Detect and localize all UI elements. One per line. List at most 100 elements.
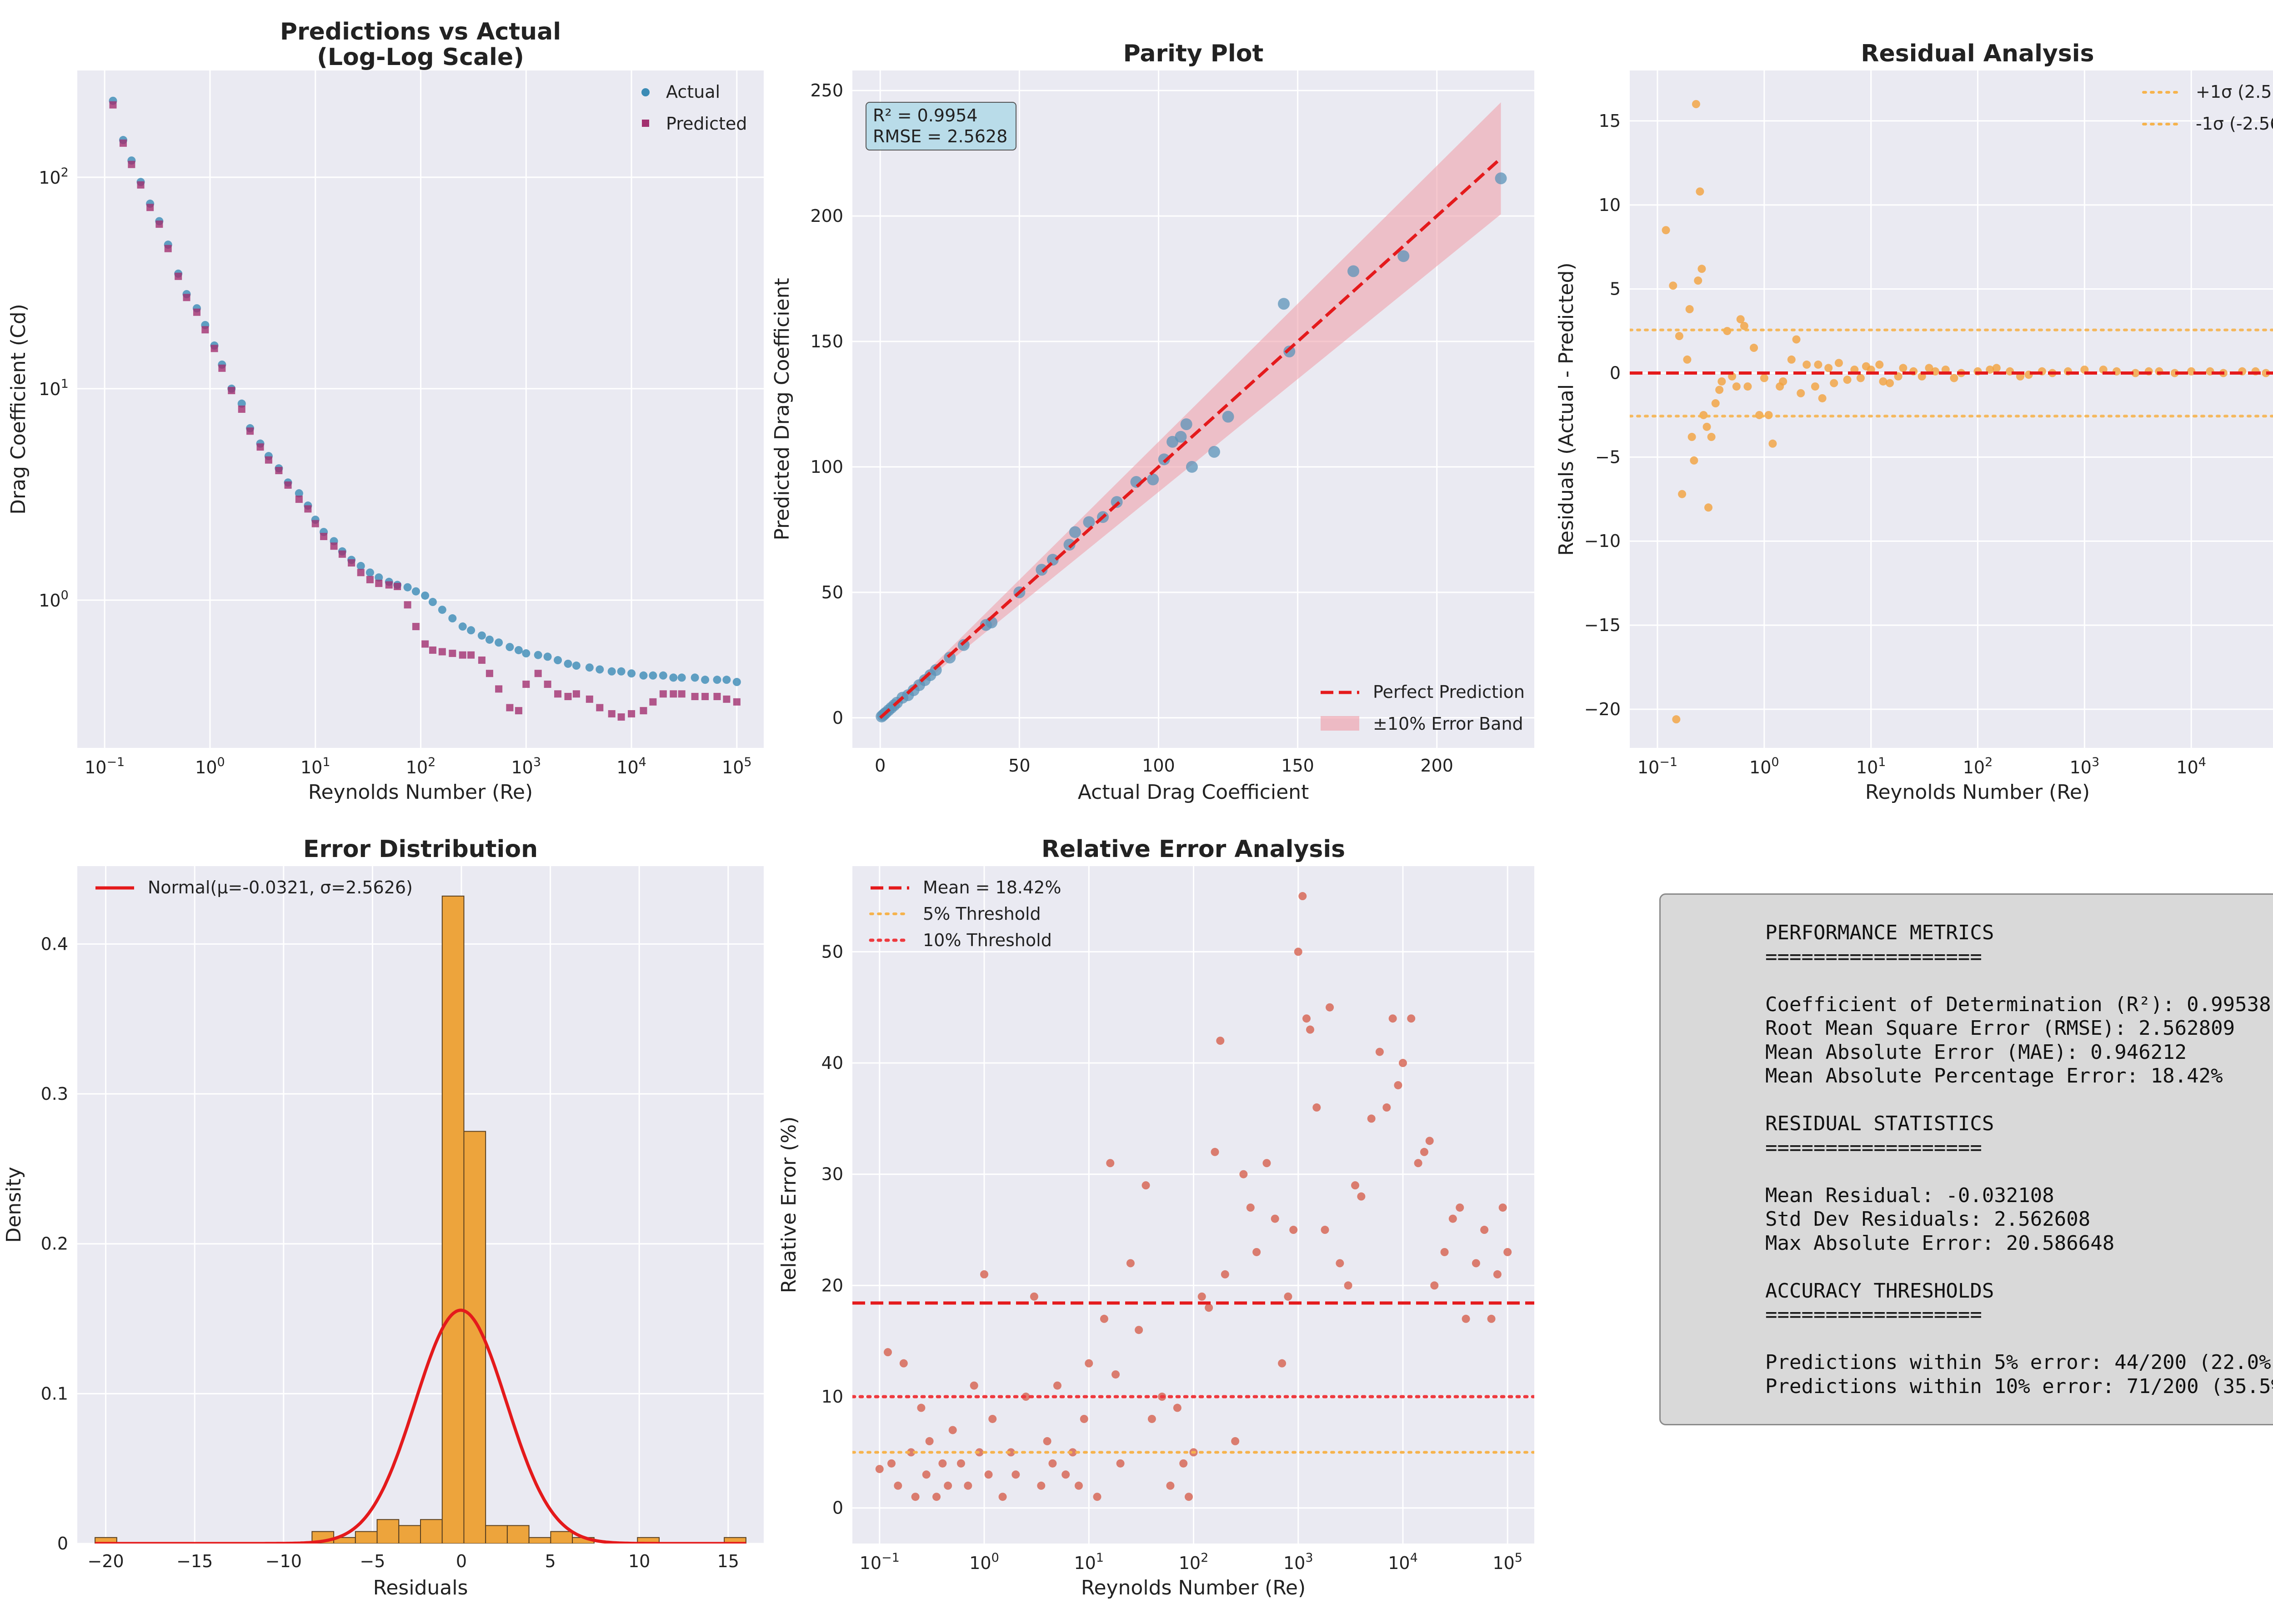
relative-error-point xyxy=(1126,1259,1135,1268)
actual-point xyxy=(534,651,542,659)
y-tick-label: −15 xyxy=(1584,615,1621,635)
x-tick-label: 5 xyxy=(545,1551,556,1571)
actual-point xyxy=(554,656,562,665)
y-tick-label: 100 xyxy=(810,457,843,477)
relative-error-point xyxy=(938,1459,947,1468)
annotation-rmse: RMSE = 2.5628 xyxy=(873,126,1007,146)
x-tick-label: −20 xyxy=(87,1551,124,1571)
predicted-point xyxy=(678,690,686,698)
residual-point xyxy=(1704,503,1713,512)
relative-error-point xyxy=(1061,1470,1070,1479)
actual-point xyxy=(585,663,594,672)
x-tick-label: 103 xyxy=(2070,755,2100,777)
predicted-point xyxy=(256,443,264,451)
chart-title: Predictions vs Actual xyxy=(280,18,561,45)
relative-error-point xyxy=(1407,1014,1416,1023)
predicted-point xyxy=(385,581,393,589)
predicted-point xyxy=(723,695,731,703)
x-tick-label: 15 xyxy=(717,1551,739,1571)
relative-error-point xyxy=(944,1481,952,1490)
residual-point xyxy=(1697,265,1706,273)
x-tick-label: 103 xyxy=(511,755,541,777)
predicted-point xyxy=(155,221,163,228)
residual-point xyxy=(1715,386,1724,394)
actual-point xyxy=(669,673,678,682)
relative-error-point xyxy=(887,1459,896,1468)
relative-error-point xyxy=(1326,1003,1334,1012)
x-tick-label: 101 xyxy=(1856,755,1886,777)
relative-error-point xyxy=(1173,1403,1182,1412)
relative-error-point xyxy=(1184,1493,1193,1501)
predicted-point xyxy=(210,345,218,352)
y-axis-label: Density xyxy=(2,1167,25,1243)
predicted-point xyxy=(691,692,699,700)
y-tick-label: 5 xyxy=(1610,279,1621,299)
predicted-point xyxy=(649,698,657,706)
predicted-point xyxy=(137,181,145,189)
residual-point xyxy=(1886,379,1894,387)
predicted-point xyxy=(449,650,456,657)
relative-error-point xyxy=(1030,1292,1038,1301)
y-axis-label: Residuals (Actual - Predicted) xyxy=(1555,262,1578,556)
relative-error-point xyxy=(1294,947,1302,956)
relative-error-point xyxy=(1271,1214,1279,1223)
predicted-point xyxy=(201,326,209,334)
relative-error-point xyxy=(1367,1114,1376,1123)
plot-layer xyxy=(1630,100,2273,724)
relative-error-point xyxy=(1344,1281,1352,1290)
metrics-line: Mean Absolute Percentage Error: 18.42% xyxy=(1765,1064,2223,1088)
residual-point xyxy=(1830,379,1838,387)
residual-point xyxy=(1740,321,1748,330)
residual-point xyxy=(2187,367,2196,376)
actual-point xyxy=(356,561,365,570)
actual-point xyxy=(438,606,446,614)
x-tick-label: 101 xyxy=(1074,1551,1104,1573)
parity-point xyxy=(1186,461,1198,473)
plot-area xyxy=(1630,70,2273,748)
predicted-point xyxy=(109,101,117,109)
relative-error-point xyxy=(1284,1292,1292,1301)
histogram-bar xyxy=(398,1525,421,1544)
actual-point xyxy=(295,489,303,498)
legend-marker-band xyxy=(1321,716,1359,731)
relative-error-point xyxy=(1053,1381,1061,1390)
relative-error-point xyxy=(1388,1014,1397,1023)
predicted-point xyxy=(304,505,312,513)
parity-point xyxy=(1495,172,1507,185)
x-tick-label: 103 xyxy=(1283,1551,1313,1573)
predicted-point xyxy=(366,576,374,583)
relative-error-point xyxy=(1216,1037,1225,1045)
residual-point xyxy=(1717,377,1726,386)
actual-point xyxy=(691,673,699,682)
relative-error-point xyxy=(1448,1214,1457,1223)
relative-error-point xyxy=(925,1437,934,1445)
legend-label: Mean = 18.42% xyxy=(923,877,1061,897)
relative-error-point xyxy=(1221,1270,1229,1278)
normal-curve xyxy=(95,1308,746,1544)
metrics-line: Coefficient of Determination (R²): 0.995… xyxy=(1765,992,2273,1016)
predicted-point xyxy=(238,406,245,413)
metrics-line: ================== xyxy=(1765,945,1982,968)
y-tick-label: −20 xyxy=(1584,699,1621,719)
actual-point xyxy=(627,669,636,678)
predicted-point xyxy=(596,704,604,712)
actual-point xyxy=(617,667,626,676)
actual-point xyxy=(411,587,420,596)
relative-error-point xyxy=(1430,1281,1439,1290)
relative-error-point xyxy=(1462,1314,1470,1323)
legend-label: Normal(μ=-0.0321, σ=2.5626) xyxy=(148,877,413,897)
residual-point xyxy=(1802,361,1811,369)
relative-error-point xyxy=(964,1481,972,1490)
relative-error-point xyxy=(1375,1048,1384,1056)
performance-metrics-panel: PERFORMANCE METRICS ================== C… xyxy=(1659,893,2273,1425)
metrics-line: Predictions within 10% error: 71/200 (35… xyxy=(1765,1374,2273,1398)
histogram-bar xyxy=(355,1531,378,1544)
error-band xyxy=(880,102,1501,718)
relative-error-point xyxy=(922,1470,931,1479)
data-points xyxy=(109,96,741,721)
y-tick-label: 0.3 xyxy=(41,1084,68,1104)
predicted-point xyxy=(320,532,328,540)
legend-label: 10% Threshold xyxy=(923,930,1052,950)
predicted-point xyxy=(628,710,636,717)
